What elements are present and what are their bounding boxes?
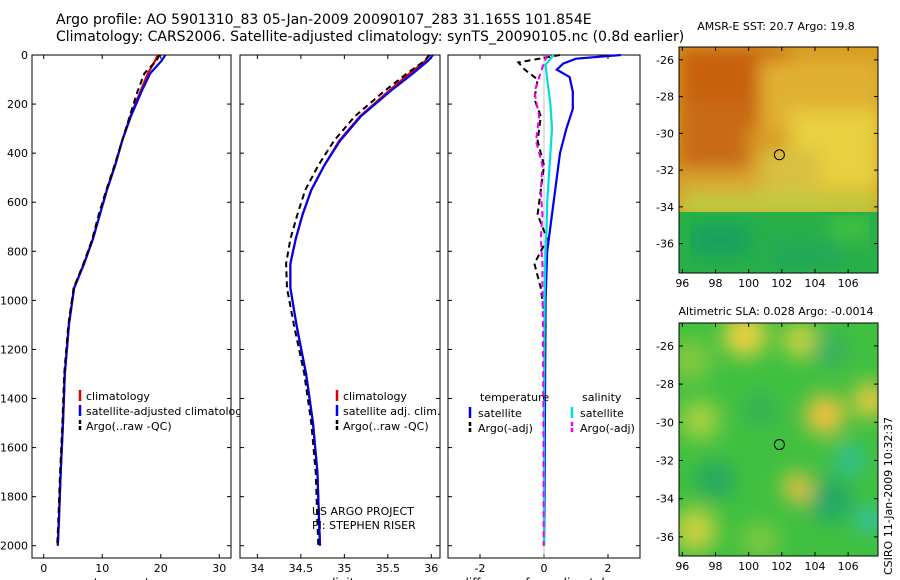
salinity-xtick-label: 36 xyxy=(424,562,438,575)
temperature-xlabel: temperature xyxy=(94,576,169,580)
difference-legend-label: Argo(-adj) xyxy=(580,422,635,435)
credit-label: CSIRO 11-Jan-2009 10:32:37 xyxy=(882,417,895,575)
salinity-series-line xyxy=(285,54,431,546)
sst-map-title: AMSR-E SST: 20.7 Argo: 19.8 xyxy=(697,20,855,33)
salinity-xtick-label: 35.5 xyxy=(376,562,401,575)
depth-tick-label: 600 xyxy=(7,196,28,209)
sla-map-ytick-label: -32 xyxy=(656,455,674,468)
sla-map-xtick-label: 98 xyxy=(708,560,722,573)
sla-map-xtick-label: 106 xyxy=(838,560,859,573)
depth-tick-label: 1600 xyxy=(0,442,28,455)
sst-map-profile-marker xyxy=(773,149,785,161)
difference-xtick-label: 2 xyxy=(605,562,612,575)
sla-map-ytick-label: -28 xyxy=(656,378,674,391)
sla-map-xtick-label: 102 xyxy=(771,560,792,573)
sst-map-image xyxy=(679,47,878,273)
sla-map-axes: 96 98 100 102 104 106 -26 -28 -30 -32 -34 -36 xyxy=(656,323,878,573)
temperature-xtick-label: 20 xyxy=(154,562,168,575)
depth-tick-label: 2000 xyxy=(0,540,28,553)
temperature-xtick-label: 30 xyxy=(212,562,226,575)
sst-map-xtick-label: 100 xyxy=(738,277,759,290)
figure-title-line1: Argo profile: AO 5901310_83 05-Jan-2009 … xyxy=(56,12,592,28)
sst-map-ytick-label: -26 xyxy=(656,54,674,67)
difference-legend-label: satellite xyxy=(580,407,624,420)
sla-map-ytick-label: -36 xyxy=(656,531,674,544)
difference-legend-label: Argo(-adj) xyxy=(478,422,533,435)
salinity-panel: 34 34.5 35 35.5 36 salinity climatology satelli… xyxy=(239,54,441,580)
difference-xlabel: difference from climatology xyxy=(461,576,627,580)
temperature-legend-label: climatology xyxy=(86,390,150,403)
depth-tick-label: 200 xyxy=(7,98,28,111)
salinity-series-line xyxy=(289,54,434,546)
difference-legend-heading: temperature xyxy=(480,391,549,404)
sla-map-profile-marker xyxy=(773,439,785,451)
salinity-xlabel: salinity xyxy=(318,576,361,580)
temperature-legend-label: satellite-adjusted climatology xyxy=(86,405,249,418)
sst-map-xtick-label: 98 xyxy=(708,277,722,290)
temperature-panel: 0 10 20 30 0 200 400 600 800 1000 1200 1400 1600 1800… xyxy=(0,49,249,580)
depth-tick-label: 1200 xyxy=(0,343,28,356)
salinity-legend-label: satellite adj. clim. xyxy=(343,405,440,418)
sst-map-xtick-label: 104 xyxy=(804,277,825,290)
sla-map-xtick-label: 104 xyxy=(804,560,825,573)
temperature-plot-frame xyxy=(31,54,232,559)
sst-map-xtick-label: 96 xyxy=(675,277,689,290)
depth-tick-label: 1000 xyxy=(0,294,28,307)
difference-xtick-label: 0 xyxy=(541,562,548,575)
salinity-legend-label: climatology xyxy=(343,390,407,403)
difference-panel: -2 0 2difference from climatology temperatu… xyxy=(447,53,641,580)
sla-map-ytick-label: -30 xyxy=(656,416,674,429)
difference-series-line xyxy=(542,54,555,546)
depth-tick-label: 1800 xyxy=(0,491,28,504)
difference-series-line xyxy=(516,54,561,546)
figure-title-line2: Climatology: CARS2006. Satellite-adjuste… xyxy=(56,29,685,45)
depth-tick-label: 1400 xyxy=(0,393,28,406)
sst-map-axes: 96 98 100 102 104 106 -26 -28 -30 -32 -34 -36 xyxy=(656,47,878,290)
sla-map-xtick-label: 100 xyxy=(738,560,759,573)
sla-map-image xyxy=(679,323,878,556)
temperature-series-line xyxy=(56,54,161,546)
sst-map-ytick-label: -34 xyxy=(656,201,674,214)
difference-legend-heading: salinity xyxy=(582,391,622,404)
sst-map-xtick-label: 102 xyxy=(771,277,792,290)
sla-map-ytick-label: -34 xyxy=(656,493,674,506)
sst-map-ytick-label: -32 xyxy=(656,164,674,177)
project-label: US ARGO PROJECT xyxy=(312,505,414,518)
sst-map-ytick-label: -36 xyxy=(656,238,674,251)
sst-map-xtick-label: 106 xyxy=(838,277,859,290)
salinity-xtick-label: 35 xyxy=(337,562,351,575)
difference-xtick-label: -2 xyxy=(475,562,486,575)
salinity-plot-frame xyxy=(239,54,441,559)
temperature-xtick-label: 0 xyxy=(40,562,47,575)
depth-tick-label: 800 xyxy=(7,245,28,258)
salinity-xtick-label: 34.5 xyxy=(289,562,314,575)
temperature-legend-label: Argo(..raw -QC) xyxy=(86,420,172,433)
depth-tick-label: 0 xyxy=(21,49,28,62)
difference-series-line xyxy=(533,54,549,546)
sla-map-xtick-label: 96 xyxy=(675,560,689,573)
sst-map-ytick-label: -28 xyxy=(656,91,674,104)
salinity-legend-label: Argo(..raw -QC) xyxy=(343,420,429,433)
sla-map-ytick-label: -26 xyxy=(656,340,674,353)
depth-tick-label: 400 xyxy=(7,147,28,160)
difference-legend-label: satellite xyxy=(478,407,522,420)
sst-map-ytick-label: -30 xyxy=(656,127,674,140)
temperature-xtick-label: 10 xyxy=(95,562,109,575)
pi-label: PI: STEPHEN RISER xyxy=(312,519,416,532)
salinity-xtick-label: 34 xyxy=(250,562,264,575)
sla-map-title: Altimetric SLA: 0.028 Argo: -0.0014 xyxy=(679,305,874,318)
